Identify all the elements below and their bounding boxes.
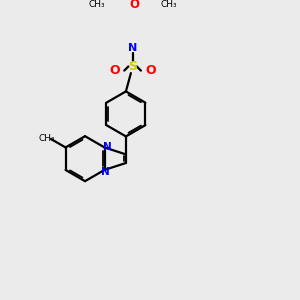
- Text: S: S: [128, 60, 137, 73]
- Text: O: O: [146, 64, 156, 77]
- Text: CH₃: CH₃: [88, 0, 105, 9]
- Text: N: N: [128, 43, 137, 53]
- Text: N: N: [103, 142, 111, 152]
- Text: O: O: [109, 64, 119, 77]
- Text: CH₃: CH₃: [160, 0, 177, 9]
- Text: CH₃: CH₃: [38, 134, 55, 143]
- Text: O: O: [129, 0, 139, 11]
- Text: N: N: [101, 167, 110, 177]
